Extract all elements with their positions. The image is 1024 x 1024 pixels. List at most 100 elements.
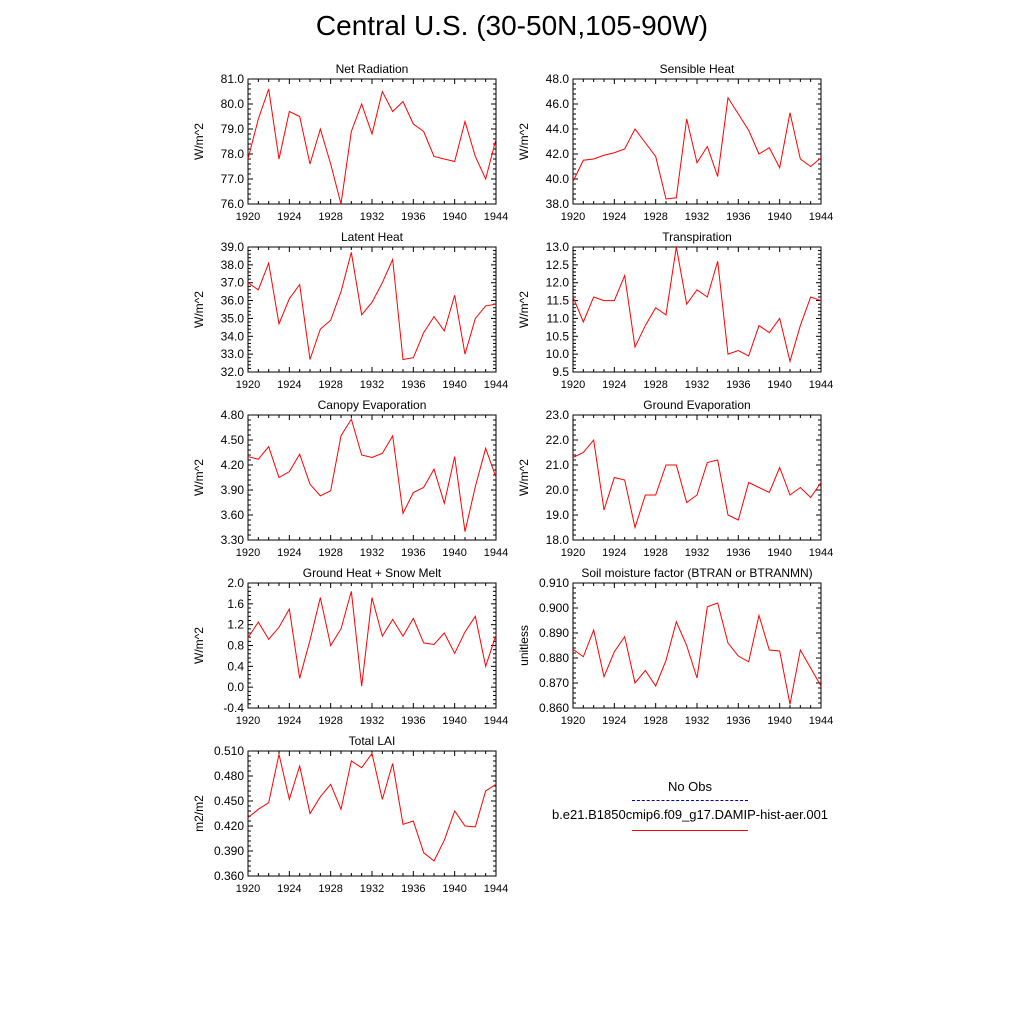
x-tick-label: 1940 — [767, 379, 791, 391]
y-tick-label: 77.0 — [221, 172, 245, 186]
panel-3: Transpiration W/m^2 1920 1924 1928 1932 1936 19… — [517, 230, 833, 391]
x-tick-label: 1932 — [685, 715, 709, 727]
panel-title: Sensible Heat — [660, 62, 735, 76]
y-tick-label: 0.0 — [227, 680, 244, 694]
legend-model-label: b.e21.B1850cmip6.f09_g17.DAMIP-hist-aer.… — [551, 807, 829, 822]
y-tick-label: 2.0 — [227, 576, 244, 590]
x-tick-label: 1920 — [236, 547, 260, 559]
panel-1: Sensible Heat W/m^2 1920 1924 1928 1932 1936 19… — [517, 62, 833, 223]
series-line — [247, 88, 497, 205]
y-tick-label: 12.0 — [546, 276, 570, 290]
panel-5: Ground Evaporation W/m^2 1920 1924 1928 1932 1… — [517, 398, 833, 559]
series-line — [572, 246, 822, 364]
x-tick-label: 1924 — [277, 379, 301, 391]
series-line — [247, 417, 497, 532]
y-tick-label: 21.0 — [546, 458, 570, 472]
legend-obs-label: No Obs — [667, 779, 713, 794]
x-tick-label: 1944 — [484, 547, 508, 559]
x-tick-label: 1920 — [236, 211, 260, 223]
x-tick-label: 1920 — [561, 211, 585, 223]
series-line — [247, 752, 497, 862]
x-tick-label: 1940 — [767, 715, 791, 727]
x-tick-label: 1920 — [561, 379, 585, 391]
x-tick-label: 1944 — [484, 883, 508, 895]
x-tick-label: 1944 — [484, 379, 508, 391]
y-tick-label: 39.0 — [221, 240, 245, 254]
y-axis-label: W/m^2 — [517, 291, 531, 328]
series-line — [247, 591, 497, 687]
y-tick-label: 0.450 — [214, 794, 244, 808]
legend-obs-line — [632, 800, 748, 801]
x-tick-label: 1940 — [442, 715, 466, 727]
y-tick-label: 12.5 — [546, 258, 570, 272]
y-tick-label: 79.0 — [221, 122, 245, 136]
y-tick-label: 0.880 — [539, 651, 569, 665]
x-tick-label: 1928 — [318, 211, 342, 223]
y-tick-label: 32.0 — [221, 365, 245, 379]
y-tick-label: 81.0 — [221, 72, 245, 86]
x-tick-label: 1936 — [401, 379, 425, 391]
y-tick-label: 80.0 — [221, 97, 245, 111]
x-tick-label: 1944 — [809, 379, 833, 391]
x-tick-label: 1920 — [561, 715, 585, 727]
x-tick-label: 1924 — [277, 211, 301, 223]
panel-2: Latent Heat W/m^2 1920 1924 1928 1932 1936 1940… — [192, 230, 508, 391]
panel-frame — [247, 414, 497, 541]
panel-title: Transpiration — [662, 230, 732, 244]
y-tick-label: 36.0 — [221, 294, 245, 308]
y-axis-label: unitless — [517, 625, 531, 666]
x-tick-label: 1924 — [277, 715, 301, 727]
y-tick-label: 78.0 — [221, 147, 245, 161]
x-tick-label: 1936 — [401, 715, 425, 727]
x-tick-label: 1940 — [442, 379, 466, 391]
x-tick-label: 1936 — [401, 211, 425, 223]
y-tick-label: 42.0 — [546, 147, 570, 161]
y-tick-label: 10.0 — [546, 347, 570, 361]
y-tick-label: 11.5 — [547, 294, 570, 308]
x-tick-label: 1936 — [726, 211, 750, 223]
x-tick-label: 1940 — [442, 883, 466, 895]
x-tick-label: 1924 — [602, 379, 626, 391]
y-tick-label: 3.30 — [221, 533, 245, 547]
x-tick-label: 1924 — [277, 883, 301, 895]
x-tick-label: 1936 — [726, 379, 750, 391]
y-axis-label: W/m^2 — [192, 123, 206, 160]
y-axis-label: W/m^2 — [517, 459, 531, 496]
y-axis-label: W/m^2 — [192, 627, 206, 664]
x-tick-label: 1924 — [602, 715, 626, 727]
panel-8: Total LAI m2/m2 1920 1924 1928 1932 1936 1940 19… — [192, 734, 508, 895]
y-tick-label: 3.90 — [221, 483, 245, 497]
x-tick-label: 1928 — [643, 379, 667, 391]
y-tick-label: 4.20 — [221, 458, 245, 472]
panel-frame — [247, 78, 497, 205]
x-tick-label: 1928 — [318, 379, 342, 391]
y-tick-label: 18.0 — [546, 533, 570, 547]
y-tick-label: 13.0 — [546, 240, 570, 254]
y-tick-label: 34.0 — [221, 329, 245, 343]
x-tick-label: 1944 — [809, 715, 833, 727]
x-tick-label: 1940 — [442, 211, 466, 223]
y-tick-label: 76.0 — [221, 197, 245, 211]
y-tick-label: 38.0 — [546, 197, 570, 211]
x-tick-label: 1940 — [767, 547, 791, 559]
x-tick-label: 1932 — [360, 883, 384, 895]
page-title: Central U.S. (30-50N,105-90W) — [315, 10, 709, 41]
x-tick-label: 1940 — [767, 211, 791, 223]
x-tick-label: 1928 — [318, 547, 342, 559]
y-tick-label: 19.0 — [546, 508, 570, 522]
panel-4: Canopy Evaporation W/m^2 1920 1924 1928 1932 1… — [192, 398, 508, 559]
x-tick-label: 1944 — [484, 211, 508, 223]
panel-title: Ground Evaporation — [643, 398, 750, 412]
x-tick-label: 1928 — [643, 547, 667, 559]
y-tick-label: 0.8 — [227, 639, 244, 653]
y-tick-label: 0.860 — [539, 701, 569, 715]
x-tick-label: 1928 — [318, 715, 342, 727]
panel-title: Canopy Evaporation — [318, 398, 427, 412]
y-axis-label: W/m^2 — [192, 291, 206, 328]
y-tick-label: 0.390 — [214, 844, 244, 858]
y-axis-label: W/m^2 — [517, 123, 531, 160]
y-tick-label: -0.4 — [223, 701, 244, 715]
x-tick-label: 1920 — [236, 715, 260, 727]
y-tick-label: 35.0 — [221, 311, 245, 325]
